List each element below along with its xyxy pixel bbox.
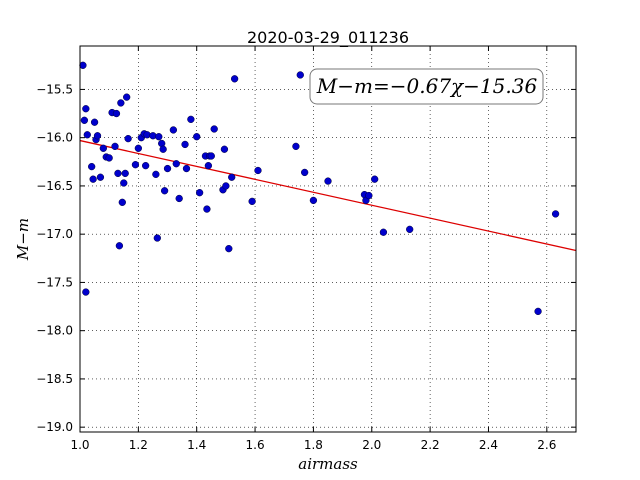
y-tick-label: −16.0	[36, 131, 73, 145]
data-point	[379, 228, 388, 236]
data-point	[193, 133, 201, 141]
data-point	[93, 132, 102, 140]
data-point	[82, 105, 90, 113]
y-tick-label: −18.5	[36, 372, 73, 386]
data-points	[79, 61, 560, 316]
data-point	[153, 234, 161, 242]
data-point	[207, 152, 215, 160]
data-point	[406, 225, 414, 234]
data-point	[112, 109, 121, 118]
data-point	[222, 182, 230, 190]
data-point	[99, 144, 107, 152]
x-tick-label: 2.6	[537, 438, 556, 452]
fit-equation-annotation: M−m=−0.67χ−15.36	[316, 74, 538, 98]
data-point	[172, 160, 180, 168]
data-point	[187, 115, 195, 123]
data-point	[160, 187, 169, 195]
x-tick-label: 2.2	[421, 438, 440, 452]
data-point	[80, 116, 89, 124]
data-point	[371, 175, 379, 183]
data-point	[141, 162, 150, 170]
data-point	[230, 75, 239, 83]
data-point	[115, 242, 124, 250]
data-point	[163, 164, 172, 173]
annotation-box	[309, 68, 544, 105]
plot-frame	[79, 45, 577, 433]
data-point	[105, 154, 113, 162]
data-point	[123, 93, 131, 101]
data-point	[134, 144, 143, 152]
data-point	[159, 145, 167, 153]
data-point	[89, 175, 97, 183]
data-point	[124, 134, 132, 143]
y-axis-label: M−m	[14, 218, 32, 261]
y-tick-label: −18.0	[36, 324, 73, 338]
data-point	[181, 140, 189, 149]
data-point	[155, 133, 163, 141]
x-tick-label: 1.0	[70, 438, 89, 452]
y-tick-label: −16.5	[36, 179, 73, 193]
data-point	[210, 125, 218, 133]
chart-title: 2020-03-29_011236	[247, 28, 409, 48]
data-point	[96, 173, 105, 181]
data-point	[169, 126, 178, 134]
x-tick-label: 1.6	[246, 438, 265, 452]
y-tick-label: −17.0	[36, 227, 73, 241]
data-point	[203, 205, 211, 213]
x-axis-label: airmass	[298, 455, 358, 473]
data-point	[551, 210, 560, 218]
data-point	[301, 168, 309, 177]
x-tick-label: 2.0	[362, 438, 381, 452]
data-point	[121, 169, 129, 178]
data-point	[88, 162, 96, 171]
data-point	[83, 131, 91, 139]
data-point	[309, 196, 318, 205]
fit-line-group	[79, 139, 577, 252]
data-point	[114, 169, 122, 178]
data-point	[225, 245, 233, 253]
data-point	[296, 71, 304, 79]
data-point	[220, 145, 229, 153]
data-point	[82, 288, 90, 296]
data-point	[111, 142, 119, 151]
axis-ticks: 1.0 1.2 1.4 1.6 1.8 2.0 2.2 2.4 2.6 −15.5 −16.0 −16…	[36, 46, 576, 452]
x-tick-label: 2.4	[479, 438, 498, 452]
x-tick-label: 1.4	[187, 438, 206, 452]
data-point	[131, 161, 140, 169]
data-point	[117, 99, 125, 107]
data-point	[195, 189, 204, 197]
y-tick-label: −19.0	[36, 420, 73, 434]
data-point	[182, 164, 191, 173]
data-point	[152, 170, 160, 178]
x-tick-label: 1.2	[129, 438, 148, 452]
y-tick-label: −17.5	[36, 275, 73, 289]
data-point	[248, 197, 256, 206]
data-point	[79, 61, 87, 69]
data-point	[254, 166, 262, 175]
data-point	[365, 191, 373, 200]
data-point	[204, 162, 213, 170]
data-point	[118, 198, 126, 206]
data-point	[175, 194, 183, 203]
data-point	[324, 177, 332, 185]
data-point	[534, 307, 542, 316]
x-tick-label: 1.8	[304, 438, 323, 452]
fit-line	[79, 139, 577, 252]
data-point	[292, 142, 300, 151]
data-point	[90, 118, 99, 126]
data-point	[228, 173, 236, 181]
data-point	[120, 179, 128, 187]
y-tick-label: −15.5	[36, 82, 73, 96]
